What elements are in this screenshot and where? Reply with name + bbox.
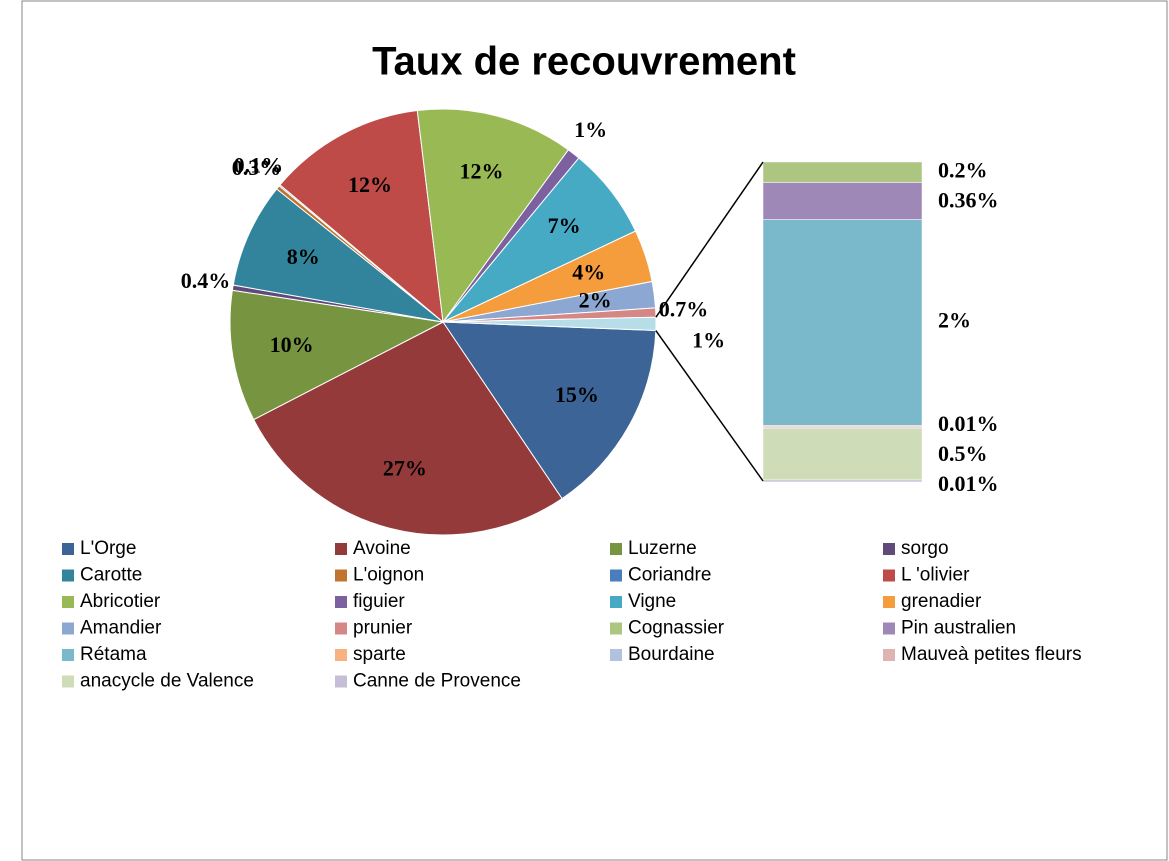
pie-slice [442,316,657,332]
bar-segment [762,428,923,481]
data-label: 0.2% [938,157,988,182]
legend-label: figuier [353,591,405,612]
legend-swatch [883,543,895,555]
legend-swatch [883,649,895,661]
legend-swatch [62,569,74,582]
legend-swatch [610,569,622,582]
legend-swatch [335,675,347,688]
legend-swatch [62,596,74,608]
legend-label: Luzerne [628,538,697,559]
pie-slice [416,108,570,324]
data-label: 1% [692,327,725,352]
data-label: 27% [383,456,427,481]
chart-title: Taux de recouvrement [372,40,796,84]
legend-swatch [335,543,347,555]
legend-swatch [335,649,347,661]
legend-label: sorgo [901,538,949,559]
legend-swatch [62,543,74,555]
data-label: 12% [348,172,392,197]
legend-label: Cognassier [628,618,725,639]
data-label: 7% [548,213,581,238]
data-label: 0.5% [938,441,988,466]
legend-swatch [62,622,74,635]
legend-swatch [610,543,622,555]
legend-label: Avoine [353,538,411,559]
legend-label: Vigne [628,591,676,612]
legend-swatch [335,569,347,582]
legend-swatch [335,596,347,608]
bar-segment [762,219,923,426]
data-label: 15% [555,382,599,407]
legend-label: grenadier [901,591,982,612]
legend-label: Bourdaine [628,644,715,665]
data-label: 0.3% [232,155,282,180]
data-label: 0.01% [938,411,999,436]
connector [655,161,764,318]
legend-label: L 'olivier [901,565,970,586]
data-label: 2% [579,287,612,312]
legend-label: L'Orge [80,538,136,559]
legend-swatch [62,675,74,688]
legend-label: L'oignon [353,565,424,586]
pie-slice [232,188,444,323]
data-label: 0.01% [938,471,999,496]
connector [655,330,764,482]
pie-slice [229,289,445,421]
data-label: 0.36% [938,187,999,212]
legend-swatch [883,596,895,608]
legend-label: prunier [353,618,413,639]
legend-swatch [610,622,622,635]
legend-swatch [610,649,622,661]
legend-label: anacycle de Valence [80,671,254,692]
data-label: 12% [460,159,504,184]
legend-swatch [610,596,622,608]
legend-label: Mauveà petites fleurs [901,644,1082,665]
legend-label: Abricotier [80,591,161,612]
pie-slice [279,110,444,324]
data-label: 10% [270,332,314,357]
bar-segment [762,161,923,183]
data-label: 8% [287,244,320,269]
data-label: 2% [938,308,971,333]
data-label: 4% [572,259,605,284]
legend-label: Coriandre [628,565,711,586]
legend-swatch [62,649,74,661]
legend-label: Canne de Provence [353,671,521,692]
legend-label: Rétama [80,644,147,665]
legend-swatch [883,622,895,635]
legend-label: Carotte [80,565,142,586]
data-label: 0.1% [234,153,284,178]
pie-slice [442,321,657,500]
bar-segment [762,479,923,483]
legend-label: sparte [353,644,406,665]
data-label: 0.7% [659,296,709,321]
legend-swatch [883,569,895,582]
bar-segment [762,182,923,220]
legend-label: Pin australien [901,618,1016,639]
legend-label: Amandier [80,618,162,639]
data-label: 0.4% [181,268,231,293]
pie-slice [252,321,563,536]
legend-swatch [335,622,347,635]
data-label: 1% [574,117,607,142]
